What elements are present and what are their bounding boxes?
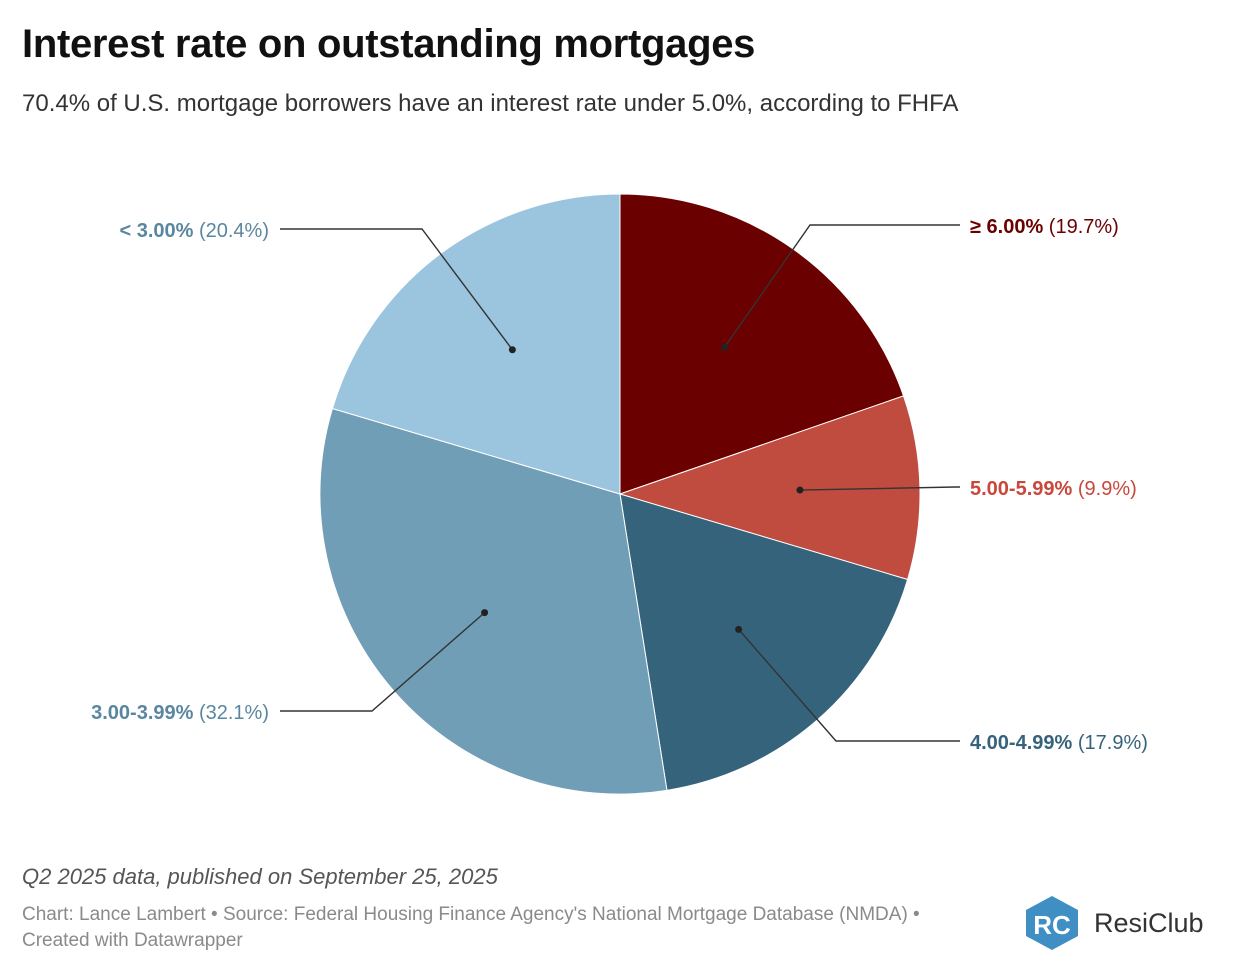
slice-label-name: < 3.00% (119, 220, 193, 242)
slice-label-name: ≥ 6.00% (970, 216, 1043, 238)
pie-callouts: ≥ 6.00% (19.7%) 5.00-5.99% (9.9%) 4.00-4.9… (91, 216, 1148, 754)
callout-dot-4-00-4-99 (735, 625, 743, 633)
source-credit: Chart: Lance Lambert • Source: Federal H… (22, 904, 920, 951)
slice-label-5-00-5-99: 5.00-5.99% (9.9%) (970, 478, 1137, 500)
callout-line-5-00-5-99 (799, 486, 960, 491)
svg-text:RC: RC (1033, 910, 1071, 940)
resiclub-logo-text: ResiClub (1094, 907, 1204, 938)
callout-dot-3-00 (508, 346, 516, 354)
callout-dot-5-00-5-99 (796, 486, 804, 494)
pie-slices (319, 193, 921, 795)
resiclub-logo-mark: RC (1026, 896, 1078, 950)
data-note: Q2 2025 data, published on September 25,… (22, 864, 498, 889)
chart-title: Interest rate on outstanding mortgages (22, 22, 756, 66)
slice-label-value: (20.4%) (193, 220, 269, 242)
slice-label-6-00: ≥ 6.00% (19.7%) (970, 216, 1119, 238)
slice-label-name: 5.00-5.99% (970, 478, 1073, 500)
slice-label-value: (17.9%) (1072, 732, 1148, 754)
callout-line-4-00-4-99 (738, 628, 960, 742)
slice-label-name: 4.00-4.99% (970, 732, 1073, 754)
slice-label-value: (32.1%) (193, 702, 269, 724)
callout-dot-3-00-3-99 (481, 609, 489, 617)
resiclub-logo: RC ResiClub (1024, 896, 1204, 950)
slice-label-name: 3.00-3.99% (91, 702, 194, 724)
callout-dot-6-00 (720, 343, 728, 351)
callout-line-3-00 (280, 228, 513, 351)
slice-label-3-00-3-99: 3.00-3.99% (32.1%) (91, 702, 269, 724)
callout-line-6-00 (723, 224, 960, 348)
slice-label-3-00: < 3.00% (20.4%) (119, 220, 269, 242)
slice-label-value: (9.9%) (1072, 478, 1136, 500)
slice-label-4-00-4-99: 4.00-4.99% (17.9%) (970, 732, 1148, 754)
chart-subtitle: 70.4% of U.S. mortgage borrowers have an… (22, 90, 959, 117)
slice-label-value: (19.7%) (1043, 216, 1119, 238)
pie-slice-6-00 (619, 193, 905, 495)
callout-line-3-00-3-99 (280, 612, 486, 712)
